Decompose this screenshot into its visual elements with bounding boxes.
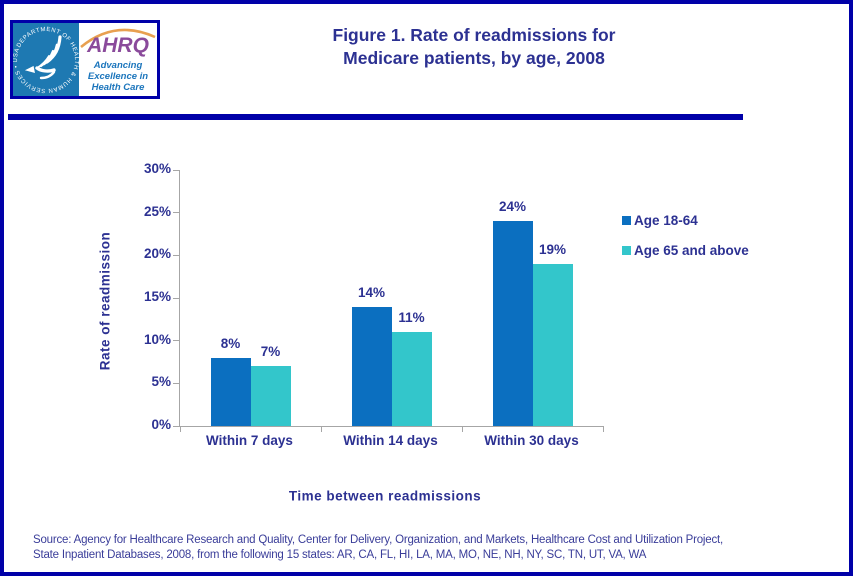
ahrq-tagline-line2: Excellence in — [87, 71, 149, 82]
ahrq-logo: DEPARTMENT OF HEALTH & HUMAN SERVICES • … — [10, 20, 160, 99]
y-tick-label: 0% — [151, 417, 171, 432]
x-tick-mark — [179, 426, 181, 432]
ahrq-wordmark: AHRQ — [87, 34, 149, 57]
bar-age-18-64-3 — [492, 221, 533, 426]
legend-label: Age 18-64 — [634, 213, 698, 228]
y-tick-label: 5% — [151, 374, 171, 390]
bar-age-65-and-above-2 — [391, 332, 432, 426]
x-category-label: Within 7 days — [206, 433, 293, 448]
bar-value-label: 19% — [538, 242, 567, 257]
header-divider — [8, 114, 743, 120]
bar-value-label: 14% — [357, 285, 386, 300]
hhs-seal-icon: DEPARTMENT OF HEALTH & HUMAN SERVICES • … — [13, 23, 79, 96]
y-tick-mark — [173, 382, 180, 384]
figure-title-line2: Medicare patients, by age, 2008 — [343, 48, 605, 68]
x-tick-mark — [461, 426, 463, 432]
figure-title-line1: Figure 1. Rate of readmissions for — [332, 25, 616, 45]
bar-value-label: 8% — [220, 336, 241, 351]
y-tick-label: 30% — [143, 161, 171, 176]
ahrq-tagline: Advancing Excellence in Health Care — [79, 60, 157, 93]
x-axis-title: Time between readmissions — [288, 488, 482, 504]
ahrq-tagline-line1: Advancing — [93, 60, 143, 71]
x-category-label: Within 14 days — [343, 433, 438, 448]
legend-item-age-65-and-above: Age 65 and above — [622, 243, 749, 258]
y-tick-mark — [173, 425, 180, 427]
bar-age-18-64-1 — [210, 358, 251, 426]
source-note-line2: State Inpatient Databases, 2008, from th… — [33, 549, 647, 561]
chart-legend: Age 18-64 Age 65 and above — [622, 213, 749, 273]
source-note-line1: Source: Agency for Healthcare Research a… — [33, 534, 724, 546]
figure-title: Figure 1. Rate of readmissions for Medic… — [244, 24, 704, 70]
bar-value-label: 24% — [498, 199, 527, 214]
legend-swatch-icon — [622, 246, 631, 255]
y-tick-mark — [173, 212, 180, 214]
y-tick-mark — [173, 254, 180, 256]
hhs-eagle-icon — [24, 35, 62, 80]
legend-swatch-icon — [622, 216, 631, 225]
ahrq-tagline-line3: Health Care — [91, 82, 145, 93]
x-tick-mark — [602, 426, 604, 432]
y-tick-mark — [173, 297, 180, 299]
y-tick-label: 25% — [143, 203, 171, 219]
y-tick-label: 10% — [143, 331, 171, 347]
bar-chart-plot-area: 8% 7% 14% 11% 24% 19% — [173, 169, 604, 432]
x-tick-mark — [320, 426, 322, 432]
ahrq-wordmark-panel: AHRQ Advancing Excellence in Health Care — [79, 23, 157, 96]
bar-age-18-64-2 — [351, 307, 392, 426]
bar-age-65-and-above-3 — [532, 264, 573, 426]
legend-label: Age 65 and above — [634, 243, 749, 258]
y-tick-label: 15% — [143, 289, 171, 304]
y-tick-mark — [173, 169, 180, 171]
y-tick-mark — [173, 340, 180, 342]
ahrq-arc-icon — [80, 28, 156, 49]
source-note: Source: Agency for Healthcare Research a… — [33, 533, 833, 563]
bar-value-label: 11% — [398, 310, 425, 325]
bar-value-label: 7% — [260, 344, 281, 359]
bar-age-65-and-above-1 — [250, 366, 291, 426]
x-category-label: Within 30 days — [484, 433, 579, 448]
y-tick-label: 20% — [143, 246, 171, 262]
legend-item-age-18-64: Age 18-64 — [622, 213, 749, 228]
